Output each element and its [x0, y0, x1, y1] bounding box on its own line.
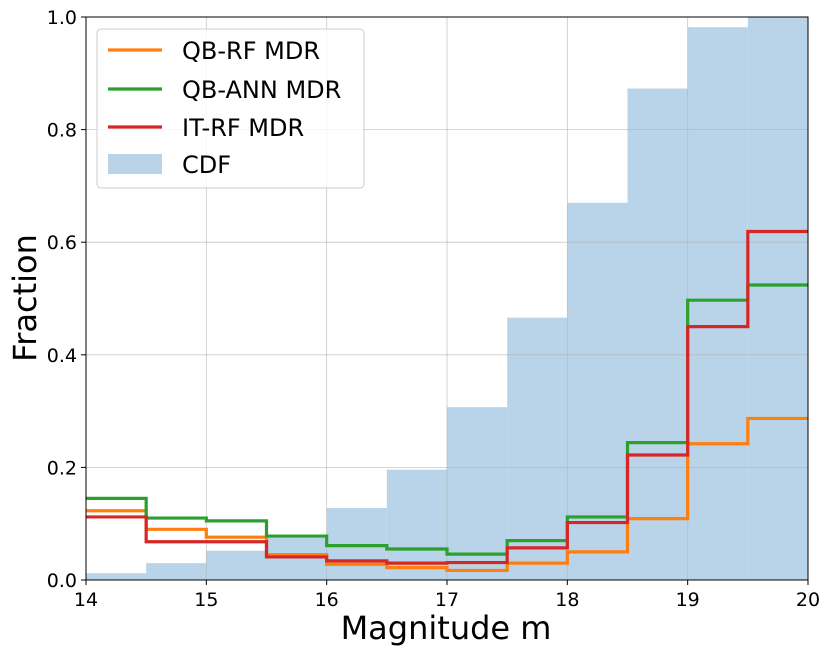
legend-box	[96, 28, 365, 189]
cdf-bar	[747, 17, 808, 580]
legend-label: IT-RF MDR	[182, 114, 304, 142]
y-tick-label: 0.8	[47, 120, 77, 142]
legend-swatch	[108, 154, 162, 174]
series-line-qb-rf-mdr	[86, 416, 808, 573]
x-tick-label: 20	[796, 589, 820, 611]
y-tick-label: 0.4	[47, 345, 77, 367]
y-tick-label: 1.0	[47, 7, 77, 29]
x-tick-label: 19	[676, 589, 700, 611]
legend-label: QB-ANN MDR	[182, 76, 341, 104]
x-tick-label: 17	[435, 589, 459, 611]
y-tick-label: 0.6	[47, 232, 77, 254]
legend: QB-RF MDR QB-ANN MDR IT-RF MDR CDF	[96, 28, 365, 189]
y-axis-title: Fraction	[6, 234, 44, 362]
cdf-bar	[507, 317, 568, 580]
x-tick-label: 14	[74, 589, 98, 611]
legend-label: CDF	[182, 151, 231, 179]
y-tick-label: 0.0	[47, 570, 77, 592]
y-tick-label: 0.2	[47, 457, 77, 479]
cdf-bar	[627, 88, 688, 580]
cdf-bar	[687, 27, 748, 581]
cdf-bar	[146, 563, 207, 580]
x-tick-label: 15	[194, 589, 218, 611]
series-line-it-rf-mdr	[86, 229, 808, 565]
legend-label: QB-RF MDR	[182, 37, 320, 65]
x-axis-ticks: 14 15 16 17 18 19 20	[74, 580, 820, 611]
series-lines	[86, 229, 808, 573]
cdf-bar	[447, 407, 508, 580]
x-tick-label: 18	[555, 589, 579, 611]
cdf-bar	[206, 550, 267, 580]
cdf-bar	[86, 573, 147, 580]
x-tick-label: 16	[315, 589, 339, 611]
x-axis-title: Magnitude m	[341, 609, 552, 647]
y-axis-ticks: 0.0 0.2 0.4 0.6 0.8 1.0	[47, 7, 86, 592]
cdf-bar	[326, 507, 387, 580]
